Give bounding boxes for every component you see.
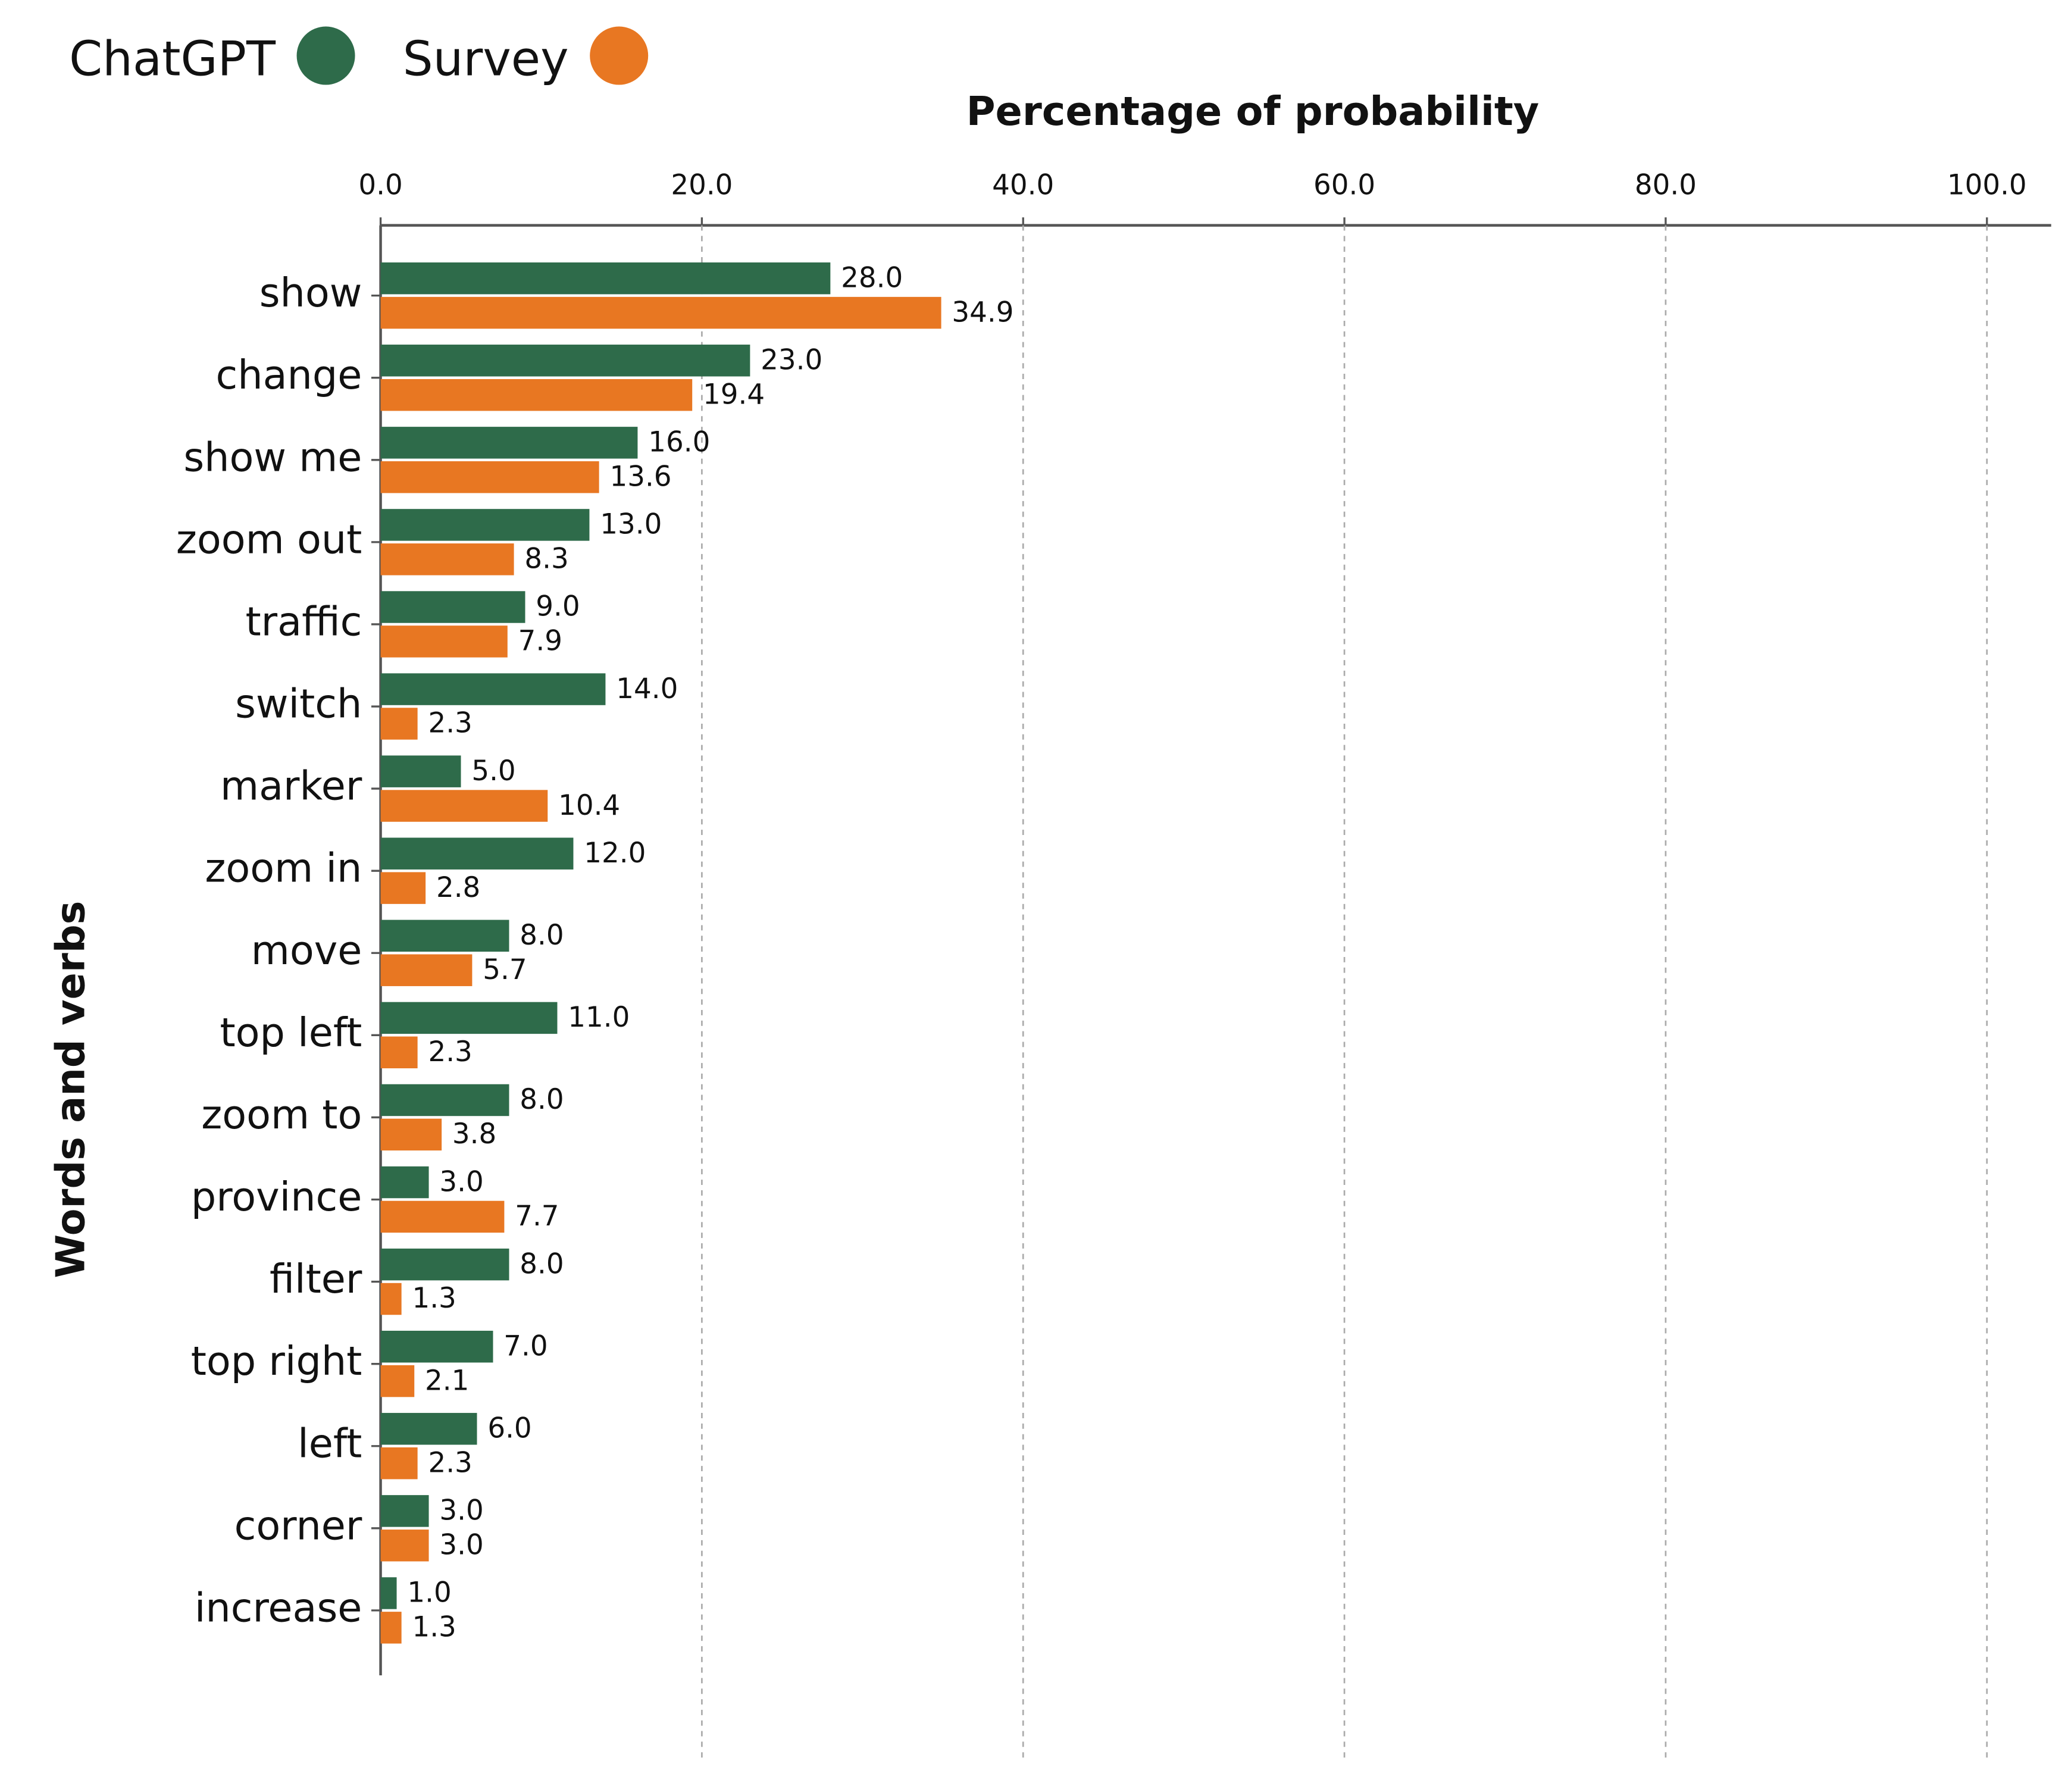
value-label: 1.0 bbox=[407, 1577, 451, 1609]
legend-swatch bbox=[296, 26, 355, 85]
value-label: 3.0 bbox=[439, 1529, 483, 1561]
y-tick-label: province bbox=[191, 1174, 362, 1220]
bar bbox=[380, 379, 693, 411]
value-label: 19.4 bbox=[703, 379, 765, 411]
bar bbox=[380, 872, 426, 904]
value-label: 13.0 bbox=[600, 509, 662, 541]
value-label: 13.6 bbox=[609, 461, 671, 493]
y-tick-label: marker bbox=[220, 763, 362, 809]
bar bbox=[380, 1612, 402, 1644]
bar bbox=[380, 1447, 418, 1480]
value-label: 2.3 bbox=[428, 1447, 472, 1479]
value-label: 12.0 bbox=[584, 837, 646, 870]
value-label: 8.0 bbox=[520, 1248, 564, 1280]
y-tick-label: zoom in bbox=[205, 845, 362, 892]
bar bbox=[380, 1118, 442, 1151]
bar bbox=[380, 1530, 429, 1562]
bar bbox=[380, 1248, 509, 1281]
value-label: 5.7 bbox=[483, 954, 527, 986]
y-tick-label: increase bbox=[195, 1584, 362, 1631]
value-label: 7.7 bbox=[515, 1200, 559, 1233]
bar bbox=[380, 755, 461, 787]
value-label: 34.9 bbox=[952, 296, 1013, 329]
x-tick-label: 20.0 bbox=[671, 170, 733, 202]
legend-swatch bbox=[590, 26, 649, 85]
bar bbox=[380, 1166, 429, 1199]
bar bbox=[380, 1577, 397, 1609]
bar bbox=[380, 1084, 509, 1117]
bar bbox=[380, 1036, 418, 1069]
value-label: 7.0 bbox=[503, 1330, 547, 1362]
y-tick-label: show bbox=[259, 270, 362, 316]
y-axis-title: Words and verbs bbox=[47, 901, 93, 1278]
y-tick-label: corner bbox=[234, 1502, 362, 1549]
y-tick-label: filter bbox=[270, 1256, 362, 1302]
value-label: 6.0 bbox=[487, 1413, 531, 1445]
bar bbox=[380, 837, 574, 870]
value-label: 1.3 bbox=[412, 1283, 456, 1315]
value-label: 3.8 bbox=[452, 1118, 496, 1150]
legend-label: Survey bbox=[403, 32, 569, 87]
y-tick-label: move bbox=[251, 927, 362, 974]
bar bbox=[380, 1200, 505, 1233]
value-label: 8.0 bbox=[520, 920, 564, 952]
y-tick-label: zoom to bbox=[201, 1092, 362, 1138]
bar bbox=[380, 591, 525, 623]
bar bbox=[380, 1495, 429, 1527]
bar bbox=[380, 626, 508, 658]
bar bbox=[380, 509, 590, 541]
value-label: 5.0 bbox=[471, 755, 515, 787]
value-label: 8.0 bbox=[520, 1084, 564, 1116]
value-label: 11.0 bbox=[568, 1002, 630, 1034]
value-label: 2.1 bbox=[425, 1365, 469, 1397]
x-tick-label: 40.0 bbox=[992, 170, 1054, 202]
bar bbox=[380, 1283, 402, 1315]
value-label: 14.0 bbox=[616, 673, 678, 705]
value-label: 3.0 bbox=[439, 1495, 483, 1527]
y-tick-label: top right bbox=[191, 1338, 362, 1384]
value-label: 2.3 bbox=[428, 1036, 472, 1068]
bar bbox=[380, 427, 638, 459]
bar bbox=[380, 296, 941, 329]
bar bbox=[380, 708, 418, 740]
value-label: 1.3 bbox=[412, 1612, 456, 1644]
bar bbox=[380, 1002, 558, 1034]
bar bbox=[380, 461, 599, 493]
y-tick-label: traffic bbox=[245, 598, 362, 645]
bar bbox=[380, 1330, 493, 1363]
bar bbox=[380, 954, 473, 986]
bar bbox=[380, 790, 548, 822]
y-tick-label: switch bbox=[235, 681, 362, 727]
value-label: 7.9 bbox=[518, 626, 562, 658]
legend-label: ChatGPT bbox=[69, 32, 276, 87]
value-label: 2.8 bbox=[436, 872, 480, 904]
value-label: 8.3 bbox=[524, 543, 568, 576]
value-label: 16.0 bbox=[648, 427, 710, 459]
value-label: 3.0 bbox=[439, 1166, 483, 1198]
x-axis-title: Percentage of probability bbox=[966, 88, 1540, 135]
y-tick-label: change bbox=[216, 352, 362, 398]
value-label: 28.0 bbox=[841, 262, 903, 294]
y-tick-label: zoom out bbox=[176, 516, 362, 562]
x-tick-label: 60.0 bbox=[1313, 170, 1375, 202]
bar bbox=[380, 673, 606, 705]
y-tick-label: left bbox=[298, 1420, 362, 1466]
bar bbox=[380, 920, 509, 952]
bar bbox=[380, 345, 750, 377]
x-tick-label: 0.0 bbox=[358, 170, 402, 202]
x-tick-label: 80.0 bbox=[1635, 170, 1697, 202]
value-label: 2.3 bbox=[428, 708, 472, 740]
value-label: 9.0 bbox=[536, 591, 580, 623]
bar bbox=[380, 1365, 415, 1397]
bar bbox=[380, 1413, 477, 1445]
value-label: 23.0 bbox=[761, 344, 822, 376]
y-tick-label: top left bbox=[220, 1009, 362, 1056]
bar bbox=[380, 543, 514, 576]
x-tick-label: 100.0 bbox=[1947, 170, 2027, 202]
y-tick-label: show me bbox=[183, 434, 362, 480]
value-label: 10.4 bbox=[558, 790, 620, 822]
bar bbox=[380, 262, 831, 295]
